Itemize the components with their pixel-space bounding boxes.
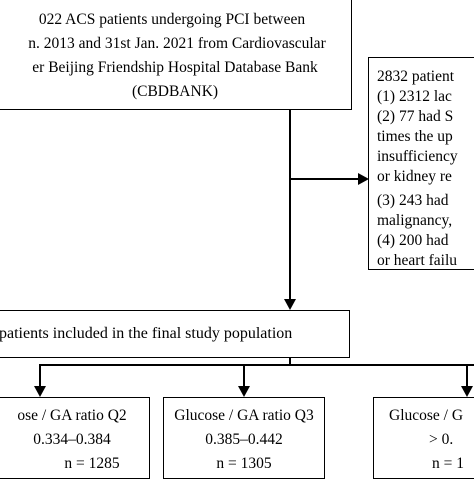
quartile-q3-label: Glucose / GA ratio Q3 — [174, 407, 314, 424]
quartile-q2-range: 0.334–0.384 — [33, 431, 111, 448]
flow-line-q3 — [243, 364, 245, 387]
final-population-box: patients included in the final study pop… — [0, 310, 350, 358]
final-population-text: patients included in the final study pop… — [0, 325, 293, 342]
quartile-q4-range: > 0. — [429, 431, 454, 448]
quartile-box-q4: Glucose / G > 0. n = 1 — [373, 397, 474, 479]
quartile-q3-range: 0.385–0.442 — [205, 431, 283, 448]
flow-line-main — [289, 110, 291, 308]
quartile-q3-n: n = 1305 — [216, 455, 272, 472]
exclusion-line-2: (1) 2312 lac — [377, 88, 452, 105]
quartile-box-q3: Glucose / GA ratio Q3 0.385–0.442 n = 13… — [163, 397, 325, 479]
arrowhead-q4 — [461, 386, 473, 397]
exclusion-line-4: times the up — [377, 128, 453, 145]
quartile-q2-label: ose / GA ratio Q2 — [17, 407, 127, 424]
source-line-3: er Beijing Friendship Hospital Database … — [32, 59, 318, 76]
exclusion-line-7: (3) 243 had — [377, 192, 449, 209]
quartile-q4-n: n = 1 — [432, 455, 464, 472]
exclusion-line-10: or heart failu — [377, 252, 458, 269]
exclusion-line-5: insufficiency — [377, 148, 458, 165]
flow-line-q4 — [466, 364, 468, 387]
quartile-q2-n: n = 1285 — [64, 455, 120, 472]
exclusion-line-9: (4) 200 had — [377, 232, 449, 249]
flow-line-q2 — [39, 364, 41, 387]
arrowhead-to-final — [284, 299, 296, 310]
exclusion-line-1: 2832 patient — [377, 68, 455, 85]
exclusion-line-6: or kidney re — [377, 168, 452, 185]
exclusion-line-8: malignancy, — [377, 212, 453, 229]
flow-line-exclusion — [290, 178, 358, 180]
arrowhead-to-exclusion — [358, 173, 369, 185]
source-line-4: (CBDBANK) — [131, 83, 219, 100]
flow-line-split-stem — [289, 358, 291, 366]
source-line-2: n. 2013 and 31st Jan. 2021 from Cardiova… — [28, 35, 326, 52]
source-population-box: 022 ACS patients undergoing PCI between … — [0, 0, 352, 110]
source-line-1: 022 ACS patients undergoing PCI between — [38, 11, 306, 28]
arrowhead-q3 — [238, 386, 250, 397]
flow-line-split-bar — [39, 364, 474, 366]
quartile-box-q2: ose / GA ratio Q2 0.334–0.384 n = 1285 — [0, 397, 150, 479]
exclusion-line-3: (2) 77 had S — [377, 108, 454, 125]
exclusion-box: 2832 patient (1) 2312 lac (2) 77 had S t… — [368, 57, 474, 270]
arrowhead-q2 — [34, 386, 46, 397]
quartile-q4-label: Glucose / G — [389, 407, 464, 424]
